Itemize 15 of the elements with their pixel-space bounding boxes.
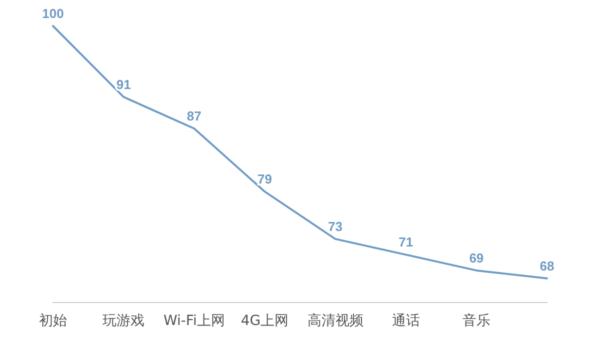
x-tick-label: Wi-Fi上网 [163,313,225,329]
x-tick-label: 初始 [39,313,67,329]
x-tick-label: 通话 [392,313,420,329]
data-label: 91 [116,76,131,92]
x-tick-label: 高清视频 [307,313,364,329]
data-label: 79 [257,172,272,187]
data-label: 73 [328,218,343,234]
data-label: 87 [186,108,202,124]
x-tick-label: 4G上网 [240,313,289,329]
data-label: 71 [398,234,414,250]
x-tick-label: 音乐 [462,313,490,329]
data-label: 69 [469,250,484,266]
data-label: 68 [540,258,554,274]
data-label: 100 [42,6,64,21]
x-tick-label: 玩游戏 [102,313,145,329]
